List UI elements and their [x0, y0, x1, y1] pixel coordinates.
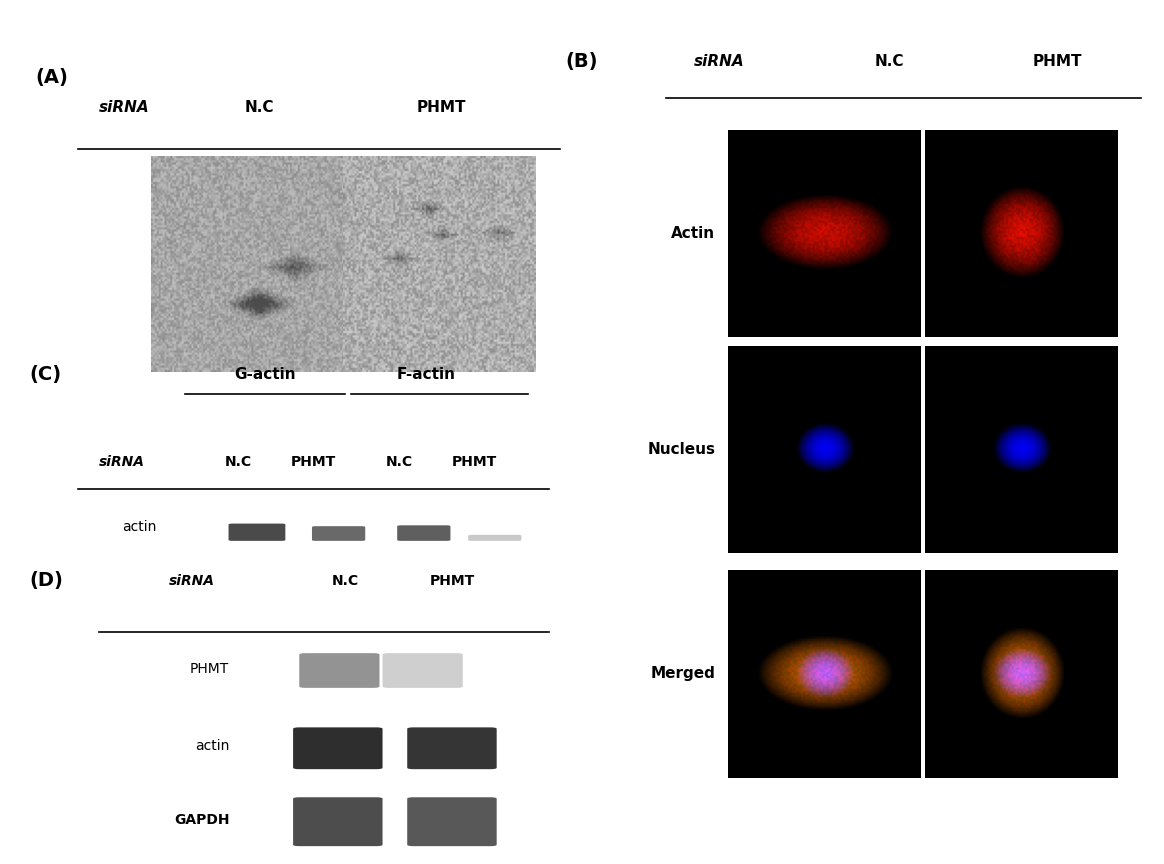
- Text: PHMT: PHMT: [452, 455, 497, 469]
- FancyBboxPatch shape: [293, 797, 383, 846]
- Text: Merged: Merged: [651, 666, 715, 682]
- Text: siRNA: siRNA: [99, 455, 146, 469]
- Text: (C): (C): [29, 365, 62, 384]
- Text: N.C: N.C: [385, 455, 412, 469]
- FancyBboxPatch shape: [228, 524, 285, 541]
- Text: N.C: N.C: [225, 455, 251, 469]
- Text: actin: actin: [122, 520, 157, 534]
- Text: (A): (A): [35, 68, 68, 87]
- FancyBboxPatch shape: [407, 727, 497, 769]
- Text: (B): (B): [566, 52, 598, 71]
- Text: PHMT: PHMT: [291, 455, 336, 469]
- Text: PHMT: PHMT: [190, 662, 229, 676]
- Text: PHMT: PHMT: [1032, 54, 1083, 69]
- Text: N.C: N.C: [875, 54, 904, 69]
- FancyBboxPatch shape: [397, 525, 450, 541]
- Text: siRNA: siRNA: [694, 54, 745, 69]
- Text: Actin: Actin: [672, 226, 715, 241]
- FancyBboxPatch shape: [293, 727, 383, 769]
- Text: N.C: N.C: [332, 574, 359, 588]
- FancyBboxPatch shape: [468, 535, 521, 541]
- Text: G-actin: G-actin: [234, 367, 296, 382]
- Text: PHMT: PHMT: [417, 99, 467, 115]
- Text: GAPDH: GAPDH: [173, 813, 229, 827]
- Text: siRNA: siRNA: [169, 574, 215, 588]
- FancyBboxPatch shape: [383, 653, 463, 688]
- Text: F-actin: F-actin: [396, 367, 455, 382]
- Text: (D): (D): [29, 571, 64, 590]
- Text: actin: actin: [194, 740, 229, 753]
- Text: siRNA: siRNA: [99, 99, 150, 115]
- Text: Nucleus: Nucleus: [647, 442, 715, 457]
- FancyBboxPatch shape: [407, 797, 497, 846]
- FancyBboxPatch shape: [312, 526, 365, 541]
- Text: N.C: N.C: [246, 99, 275, 115]
- FancyBboxPatch shape: [299, 653, 379, 688]
- Text: PHMT: PHMT: [430, 574, 475, 588]
